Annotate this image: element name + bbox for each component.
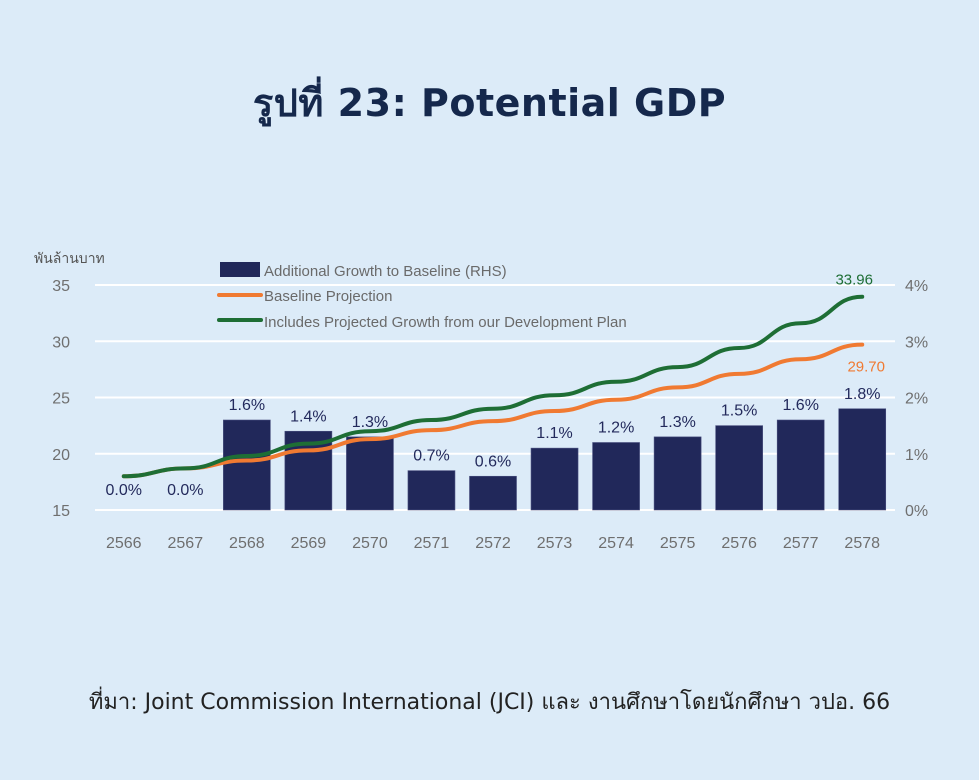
x-axis-tick: 2571 [414,535,450,552]
baseline-end-label: 29.70 [847,359,885,376]
x-axis-tick: 2569 [291,535,327,552]
x-axis-tick: 2578 [844,535,880,552]
legend-label-bar: Additional Growth to Baseline (RHS) [264,263,507,280]
bar-data-label: 0.0% [106,482,142,499]
x-axis-tick: 2576 [721,535,757,552]
legend: Additional Growth to Baseline (RHS) Base… [217,262,627,331]
right-axis-tick: 1% [905,447,928,464]
x-axis-tick: 2566 [106,535,142,552]
x-axis-tick: 2575 [660,535,696,552]
bar-data-label: 1.8% [844,386,880,403]
bar [838,408,887,511]
bar [407,470,456,511]
bar-data-label: 1.5% [721,403,757,420]
bar-data-label: 0.6% [475,453,511,470]
x-axis-tick: 2567 [168,535,204,552]
x-axis-tick: 2570 [352,535,388,552]
right-axis-tick: 4% [905,278,928,295]
left-axis-tick: 25 [52,391,70,408]
bar [346,436,394,511]
x-axis-tick: 2574 [598,535,634,552]
bar [469,475,517,511]
development-end-label: 33.96 [835,272,873,289]
left-axis-tick: 15 [52,503,70,520]
bar-data-label: 1.6% [782,397,818,414]
right-axis-tick: 0% [905,503,928,520]
bar-data-label: 1.2% [598,420,634,437]
bar-data-label: 1.4% [290,408,326,425]
source-note: ที่มา: Joint Commission International (J… [88,690,891,715]
x-axis-tick: 2577 [783,535,819,552]
data-labels: 0.0% 0.0% 1.6% 1.4% 1.3% 0.7% 0.6% 1.1% 1.2% 1.3%… [106,272,885,499]
left-axis-tick: 20 [52,447,70,464]
bar-data-label: 1.1% [536,425,572,442]
baseline-projection-line [121,342,865,479]
development-plan-line [121,294,865,479]
axes: 15 20 25 30 35 0% 1% 2% 3% 4% 2566 2567 2568 2569 2570… [52,278,928,552]
bar [223,419,271,511]
left-axis-unit: พันล้านบาท [34,251,105,267]
x-axis-tick: 2573 [537,535,573,552]
bar [530,447,579,511]
bar [776,419,825,511]
bar [653,436,702,511]
bar [592,442,640,511]
lines [121,294,865,479]
bar-data-label: 1.3% [352,414,388,431]
bar-data-label: 0.7% [413,448,449,465]
right-axis-tick: 3% [905,334,928,351]
right-axis-tick: 2% [905,391,928,408]
bar-data-label: 1.3% [659,414,695,431]
left-axis-tick: 30 [52,334,70,351]
bar [715,425,763,511]
legend-swatch-bar [220,262,260,277]
bar-data-label: 0.0% [167,482,203,499]
legend-label-development: Includes Projected Growth from our Devel… [264,314,627,331]
left-axis-tick: 35 [52,278,70,295]
bar-data-label: 1.6% [229,397,265,414]
x-axis-tick: 2572 [475,535,511,552]
x-axis-tick: 2568 [229,535,265,552]
page-title: รูปที่ 23: Potential GDP [252,81,727,125]
legend-label-baseline: Baseline Projection [264,288,392,305]
